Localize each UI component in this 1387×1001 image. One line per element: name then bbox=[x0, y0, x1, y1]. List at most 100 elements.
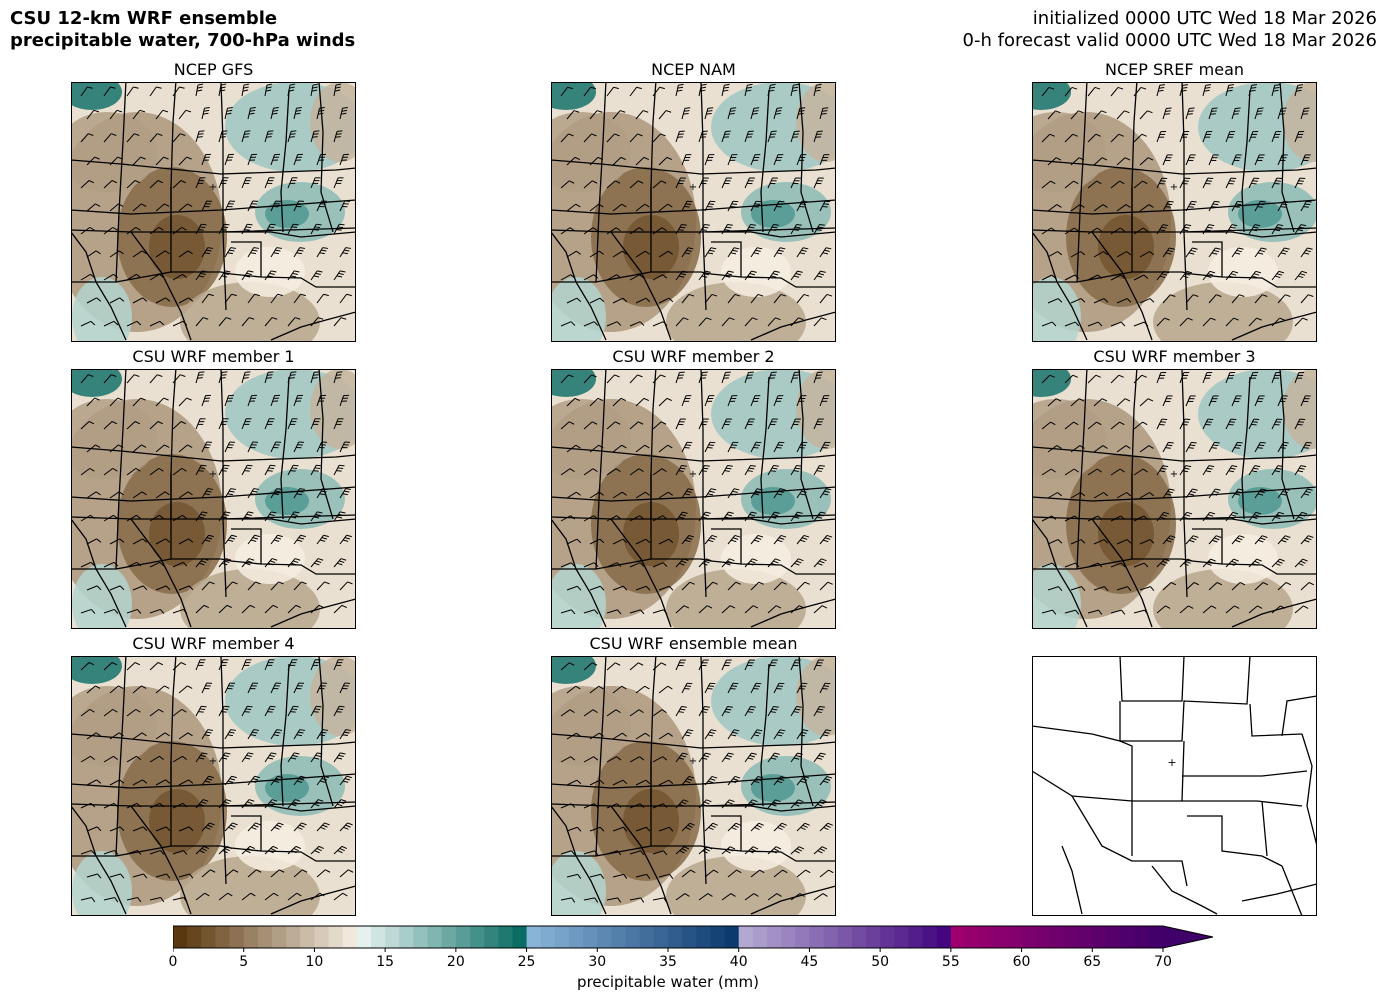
colorbar-tick-label: 0 bbox=[168, 954, 178, 970]
colorbar-bin bbox=[639, 926, 655, 948]
init-time-text: initialized 0000 UTC Wed 18 Mar 2026 bbox=[1032, 8, 1377, 29]
panel-title: CSU WRF member 4 bbox=[132, 634, 295, 653]
colorbar-bin bbox=[385, 926, 400, 948]
colorbar-tick-label: 35 bbox=[659, 954, 677, 970]
colorbar-bin bbox=[498, 926, 514, 948]
colorbar-bin bbox=[413, 926, 429, 948]
map-frame bbox=[1032, 656, 1317, 916]
precipitable-water-map: + bbox=[1032, 369, 1317, 629]
colorbar-bin bbox=[795, 926, 811, 948]
colorbar-bin bbox=[767, 926, 782, 948]
colorbar-extend-arrow bbox=[1163, 926, 1213, 948]
colorbar-tick-label: 50 bbox=[871, 954, 890, 970]
colorbar-bin bbox=[682, 926, 697, 948]
colorbar-bin bbox=[371, 926, 386, 948]
map-frame bbox=[1032, 369, 1317, 629]
colorbar-bin bbox=[342, 926, 358, 948]
precipitable-water-map: + bbox=[71, 656, 356, 916]
colorbar-bin bbox=[894, 926, 910, 948]
colorbar-bin bbox=[300, 926, 316, 948]
colorbar-bin bbox=[526, 926, 542, 948]
panel-title: CSU WRF member 2 bbox=[612, 347, 775, 366]
colorbar-tick-label: 65 bbox=[1083, 954, 1102, 970]
colorbar-bin bbox=[484, 926, 499, 948]
map-frame bbox=[551, 656, 836, 916]
map-frame bbox=[551, 82, 836, 342]
colorbar-bin bbox=[979, 926, 994, 948]
panel-title: CSU WRF member 3 bbox=[1093, 347, 1256, 366]
colorbar-bin bbox=[356, 926, 372, 948]
colorbar-bin bbox=[922, 926, 938, 948]
map-frame bbox=[71, 82, 356, 342]
colorbar-bin bbox=[583, 926, 598, 948]
colorbar-bin bbox=[950, 926, 966, 948]
map-frame bbox=[71, 656, 356, 916]
colorbar-bin bbox=[965, 926, 980, 948]
colorbar-bin bbox=[1021, 926, 1037, 948]
colorbar-bin bbox=[837, 926, 853, 948]
colorbar-bin bbox=[781, 926, 796, 948]
colorbar-bin bbox=[569, 926, 584, 948]
colorbar-bin bbox=[668, 926, 683, 948]
colorbar-bin bbox=[470, 926, 485, 948]
precipitable-water-map: + bbox=[551, 82, 836, 342]
colorbar-bin bbox=[625, 926, 641, 948]
colorbar-bin bbox=[554, 926, 570, 948]
precipitable-water-map: + bbox=[71, 369, 356, 629]
colorbar-bin bbox=[1106, 926, 1122, 948]
colorbar-bin bbox=[441, 926, 457, 948]
colorbar-bin bbox=[653, 926, 669, 948]
colorbar-bin bbox=[1092, 926, 1108, 948]
colorbar-bin bbox=[243, 926, 259, 948]
colorbar-bin bbox=[314, 926, 330, 948]
colorbar-bin bbox=[1078, 926, 1093, 948]
colorbar-tick-label: 15 bbox=[376, 954, 395, 970]
colorbar-tick-label: 20 bbox=[446, 954, 465, 970]
svg-text:+: + bbox=[689, 469, 697, 480]
colorbar-bin bbox=[257, 926, 273, 948]
svg-text:+: + bbox=[689, 756, 697, 767]
colorbar-bin bbox=[512, 926, 528, 948]
colorbar-bin bbox=[399, 926, 415, 948]
colorbar-bin bbox=[809, 926, 825, 948]
svg-text:+: + bbox=[1170, 182, 1178, 193]
precipitable-water-map: + bbox=[551, 656, 836, 916]
svg-text:+: + bbox=[209, 469, 217, 480]
colorbar-bin bbox=[1120, 926, 1136, 948]
figure-title-line2: precipitable water, 700-hPa winds bbox=[10, 30, 356, 51]
reference-base-map: + bbox=[1032, 656, 1317, 916]
colorbar-bin bbox=[880, 926, 895, 948]
precipitable-water-map: + bbox=[551, 369, 836, 629]
forecast-time-info: initialized 0000 UTC Wed 18 Mar 2026 0-h… bbox=[963, 8, 1377, 52]
colorbar-bin bbox=[752, 926, 768, 948]
colorbar-bin bbox=[328, 926, 344, 948]
colorbar-bin bbox=[215, 926, 231, 948]
colorbar-bin bbox=[1049, 926, 1065, 948]
colorbar bbox=[173, 925, 1214, 952]
colorbar-tick-label: 10 bbox=[305, 954, 324, 970]
svg-text:+: + bbox=[209, 182, 217, 193]
colorbar-bin bbox=[229, 926, 245, 948]
colorbar-bin bbox=[1035, 926, 1051, 948]
colorbar-bin bbox=[455, 926, 471, 948]
colorbar-tick-label: 25 bbox=[517, 954, 536, 970]
panel-title: CSU WRF member 1 bbox=[132, 347, 295, 366]
svg-text:+: + bbox=[209, 756, 217, 767]
precipitable-water-map: + bbox=[71, 82, 356, 342]
colorbar-tick-label: 40 bbox=[729, 954, 748, 970]
colorbar-tick-label: 55 bbox=[941, 954, 960, 970]
colorbar-tick-label: 70 bbox=[1154, 954, 1172, 970]
colorbar-bin bbox=[738, 926, 754, 948]
map-frame bbox=[1032, 82, 1317, 342]
map-frame bbox=[551, 369, 836, 629]
colorbar-bin bbox=[173, 926, 188, 948]
panel-title: NCEP NAM bbox=[651, 60, 736, 79]
panel-title: NCEP SREF mean bbox=[1104, 60, 1245, 79]
colorbar-bin bbox=[696, 926, 712, 948]
colorbar-bin bbox=[993, 926, 1009, 948]
colorbar-tick-label: 45 bbox=[800, 954, 819, 970]
colorbar-bin bbox=[724, 926, 740, 948]
colorbar-bin bbox=[1148, 926, 1164, 948]
colorbar-tick-label: 60 bbox=[1012, 954, 1031, 970]
panel-title: CSU WRF ensemble mean bbox=[589, 634, 798, 653]
